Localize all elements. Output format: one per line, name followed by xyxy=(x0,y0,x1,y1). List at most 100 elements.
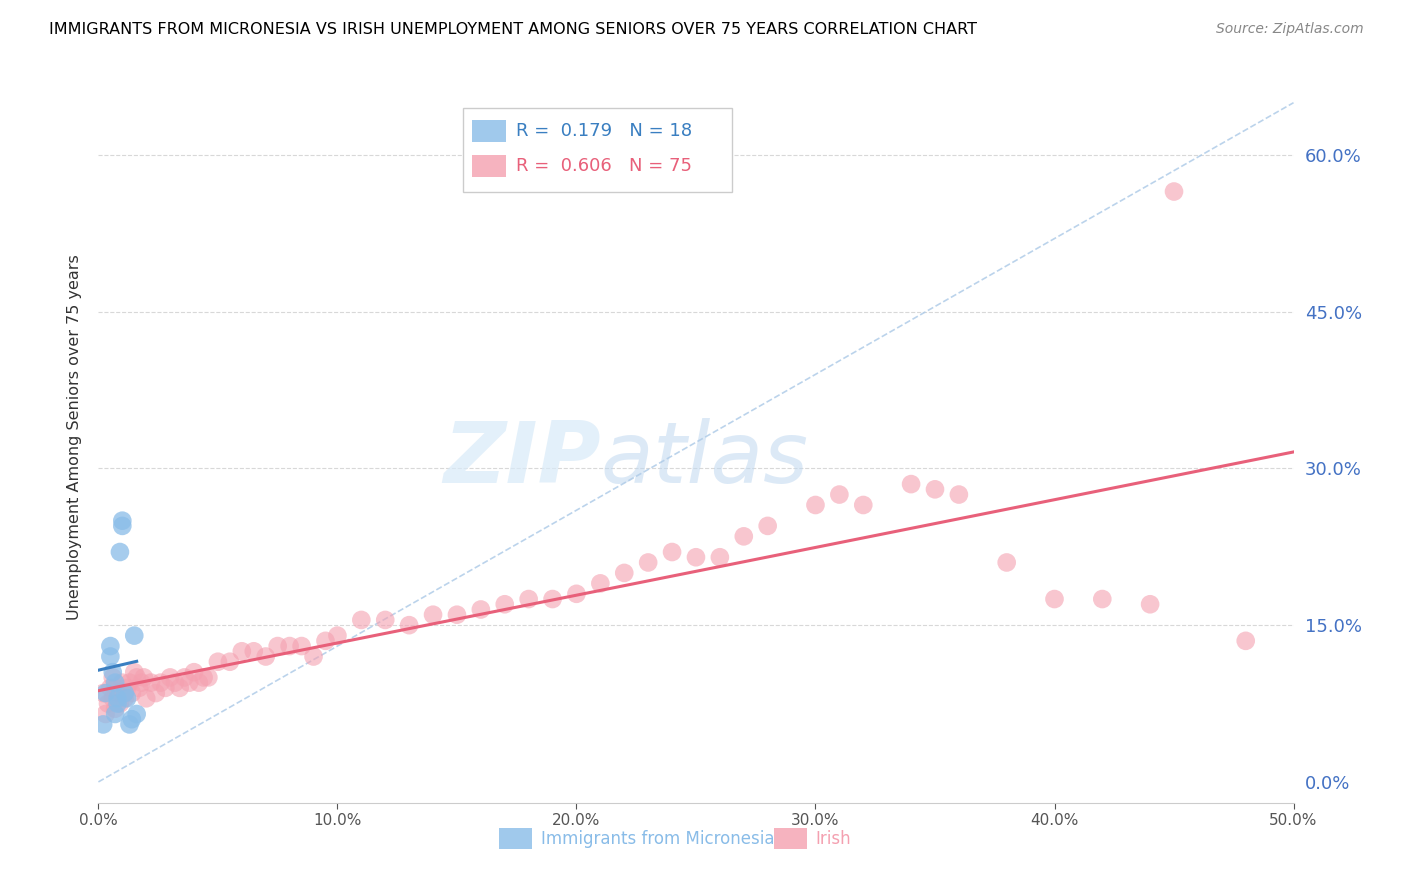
Point xyxy=(125,706,148,721)
Point xyxy=(114,691,136,706)
Point xyxy=(398,618,420,632)
Point xyxy=(733,529,755,543)
Point xyxy=(101,691,124,706)
Point xyxy=(326,629,349,643)
Point xyxy=(267,639,290,653)
Text: atlas: atlas xyxy=(600,417,808,500)
Point xyxy=(98,639,122,653)
Bar xyxy=(472,155,506,178)
Point xyxy=(804,498,827,512)
Point xyxy=(302,649,325,664)
Point xyxy=(254,649,277,664)
Point xyxy=(111,519,134,533)
Point xyxy=(470,602,492,616)
Point xyxy=(179,675,201,690)
Point xyxy=(661,545,683,559)
Point xyxy=(231,644,253,658)
FancyBboxPatch shape xyxy=(463,108,733,192)
Point xyxy=(135,691,157,706)
Point xyxy=(852,498,875,512)
Point xyxy=(91,686,114,700)
Point xyxy=(94,706,117,721)
Point xyxy=(613,566,636,580)
Point xyxy=(315,633,337,648)
Point xyxy=(104,706,127,721)
Point xyxy=(207,655,229,669)
Point xyxy=(350,613,373,627)
Point xyxy=(98,681,122,695)
Point xyxy=(1091,592,1114,607)
Point xyxy=(121,712,143,726)
Point xyxy=(637,556,659,570)
Point xyxy=(565,587,588,601)
Point xyxy=(541,592,564,607)
Point xyxy=(291,639,314,653)
Point xyxy=(121,686,143,700)
Point xyxy=(219,655,242,669)
Point xyxy=(104,681,127,695)
Point xyxy=(101,665,124,680)
Point xyxy=(243,644,266,658)
Point xyxy=(145,686,167,700)
Point xyxy=(107,691,129,706)
Point xyxy=(118,717,141,731)
Point xyxy=(173,670,195,684)
Point xyxy=(163,675,186,690)
Point xyxy=(948,487,970,501)
Point xyxy=(446,607,468,622)
Point xyxy=(828,487,851,501)
Point xyxy=(197,670,219,684)
Text: R =  0.179   N = 18: R = 0.179 N = 18 xyxy=(516,122,692,140)
Point xyxy=(374,613,396,627)
Point xyxy=(1043,592,1066,607)
Point xyxy=(1234,633,1257,648)
Point xyxy=(183,665,205,680)
Point xyxy=(118,675,141,690)
Point xyxy=(125,670,148,684)
Point xyxy=(94,686,117,700)
Point xyxy=(589,576,612,591)
Text: IMMIGRANTS FROM MICRONESIA VS IRISH UNEMPLOYMENT AMONG SENIORS OVER 75 YEARS COR: IMMIGRANTS FROM MICRONESIA VS IRISH UNEM… xyxy=(49,22,977,37)
Point xyxy=(155,681,177,695)
Bar xyxy=(773,829,807,849)
Point xyxy=(104,702,127,716)
Text: Source: ZipAtlas.com: Source: ZipAtlas.com xyxy=(1216,22,1364,37)
Text: Immigrants from Micronesia: Immigrants from Micronesia xyxy=(541,830,775,847)
Point xyxy=(128,681,150,695)
Point xyxy=(1139,597,1161,611)
Point xyxy=(111,675,134,690)
Point xyxy=(159,670,181,684)
Point xyxy=(108,697,131,711)
Point xyxy=(139,675,162,690)
Text: ZIP: ZIP xyxy=(443,417,600,500)
Point xyxy=(131,675,153,690)
Point xyxy=(278,639,301,653)
Point xyxy=(115,681,138,695)
Point xyxy=(104,675,127,690)
Point xyxy=(97,697,120,711)
Point xyxy=(900,477,922,491)
Point xyxy=(756,519,779,533)
Y-axis label: Unemployment Among Seniors over 75 years: Unemployment Among Seniors over 75 years xyxy=(67,254,83,620)
Text: Irish: Irish xyxy=(815,830,851,847)
Point xyxy=(91,717,114,731)
Point xyxy=(1163,185,1185,199)
Point xyxy=(169,681,191,695)
Text: R =  0.606   N = 75: R = 0.606 N = 75 xyxy=(516,158,692,176)
Point xyxy=(422,607,444,622)
Point xyxy=(494,597,516,611)
Point xyxy=(115,691,138,706)
Point xyxy=(995,556,1018,570)
Point xyxy=(124,665,146,680)
Bar xyxy=(472,120,506,143)
Point xyxy=(108,545,131,559)
Point xyxy=(101,670,124,684)
Bar xyxy=(499,829,533,849)
Point xyxy=(924,483,946,497)
Point xyxy=(685,550,707,565)
Point xyxy=(124,629,146,643)
Point xyxy=(709,550,731,565)
Point xyxy=(517,592,540,607)
Point xyxy=(107,697,129,711)
Point xyxy=(149,675,172,690)
